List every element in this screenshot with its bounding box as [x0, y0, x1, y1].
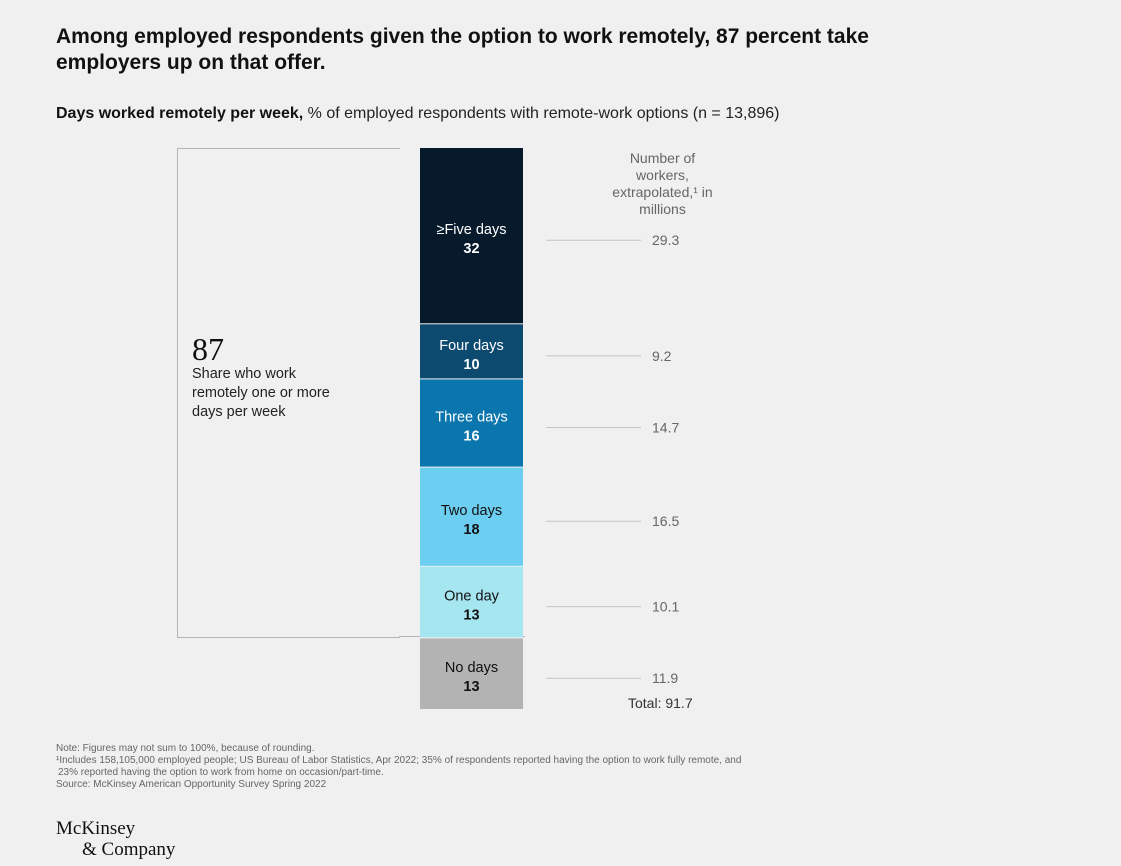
- footnotes: Note: Figures may not sum to 100%, becau…: [56, 743, 916, 791]
- segment-category-label: One day: [444, 589, 500, 605]
- segment-value-label: 16: [463, 429, 479, 445]
- segment-value-label: 18: [463, 522, 479, 538]
- workers-column-header: Number of workers, extrapolated,¹ in mil…: [612, 150, 713, 217]
- subtitle-bold: Days worked remotely per week,: [56, 105, 304, 122]
- segment-category-label: Three days: [435, 410, 508, 426]
- subtitle-rest: % of employed respondents with remote-wo…: [303, 105, 780, 122]
- workers-value-label: 9.2: [652, 348, 672, 364]
- bar-segment-two-days: [420, 467, 523, 566]
- segment-value-label: 10: [463, 357, 479, 373]
- chart-title: Among employed respondents given the opt…: [56, 25, 869, 74]
- workers-value-label: 11.9: [652, 670, 678, 686]
- mckinsey-logo: McKinsey & Company: [56, 818, 175, 860]
- bar-segment-three-days: [420, 379, 523, 467]
- bar-segment-five-plus-five-days: [420, 148, 523, 324]
- total-workers: Total: 91.7: [628, 695, 693, 711]
- segment-value-label: 32: [463, 241, 479, 257]
- segment-category-label: ≥Five days: [436, 222, 506, 238]
- workers-value-label: 14.7: [652, 420, 679, 436]
- segment-category-label: No days: [445, 660, 498, 676]
- note-rounding: Note: Figures may not sum to 100%, becau…: [56, 743, 315, 754]
- bar-segment-one-day: [420, 566, 523, 638]
- segment-category-label: Two days: [441, 503, 502, 519]
- chart-subtitle: Days worked remotely per week, % of empl…: [56, 104, 1056, 124]
- bar-segment-no-days: [420, 638, 523, 709]
- summary-bracket: [177, 148, 400, 638]
- segment-category-label: Four days: [439, 338, 503, 354]
- note-source: Source: McKinsey American Opportunity Su…: [56, 779, 327, 790]
- logo-line-1: McKinsey: [56, 818, 136, 839]
- summary-value: 87: [192, 331, 224, 367]
- note-footnote-1: ¹Includes 158,105,000 employed people; U…: [56, 755, 742, 766]
- workers-value-label: 10.1: [652, 599, 679, 615]
- workers-value-label: 16.5: [652, 513, 679, 529]
- segment-value-label: 13: [463, 679, 479, 695]
- segment-value-label: 13: [463, 608, 479, 624]
- workers-value-label: 29.3: [652, 232, 679, 248]
- summary-label: Share who work remotely one or more days…: [192, 366, 330, 420]
- logo-line-2: & Company: [82, 839, 176, 860]
- note-footnote-1-cont: 23% reported having the option to work f…: [58, 767, 384, 778]
- bar-segment-four-days: [420, 324, 523, 379]
